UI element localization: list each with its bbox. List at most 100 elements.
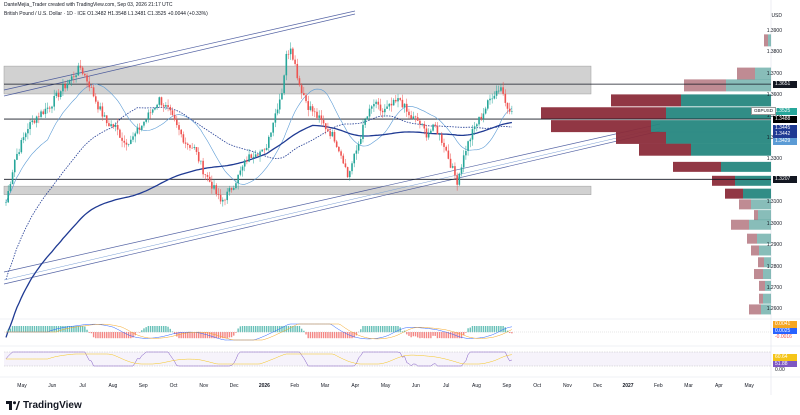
volume-profile-bar [725, 188, 743, 199]
candle-body [414, 116, 417, 118]
candle-body [357, 143, 360, 151]
macd-histogram-bar [106, 332, 108, 339]
macd-histogram-bar [22, 326, 25, 333]
candle-body [235, 183, 237, 189]
macd-histogram-bar [230, 332, 233, 338]
macd-histogram-bar [239, 326, 242, 333]
macd-histogram-bar [101, 332, 104, 339]
candle-body [368, 108, 371, 117]
macd-histogram-bar [7, 329, 9, 333]
macd-histogram-bar [272, 326, 274, 333]
macd-histogram-bar [325, 332, 327, 339]
macd-histogram-bar [35, 326, 38, 333]
macd-histogram-bar [46, 326, 49, 333]
candle-body [416, 117, 419, 121]
candle-body [449, 158, 452, 168]
rsi-signal-line [6, 353, 512, 365]
macd-histogram-bar [506, 330, 509, 333]
author-line: DanteMejia_Trader created with TradingVi… [4, 2, 173, 8]
candle-body [373, 103, 375, 107]
candle-body [469, 139, 472, 142]
y-tick-label: 1.2800 [766, 263, 782, 270]
candle-body [197, 151, 200, 162]
macd-histogram-bar [103, 332, 106, 339]
macd-histogram-bar [303, 330, 305, 333]
candle-body [340, 151, 342, 156]
macd-histogram-bar [14, 326, 16, 333]
macd-histogram-bar [149, 326, 152, 333]
x-tick-label: Apr [715, 383, 723, 389]
candle-body [388, 103, 391, 107]
x-tick-label: Aug [108, 383, 118, 389]
macd-histogram-bar [211, 332, 213, 339]
candle-body [206, 175, 209, 177]
candle-body [16, 153, 18, 160]
macd-histogram-bar [478, 326, 480, 333]
candle-body [309, 106, 312, 110]
macd-histogram-bar [493, 326, 496, 333]
candle-body [130, 139, 132, 144]
candle-body [285, 53, 288, 76]
candle-body [283, 75, 285, 94]
candle-body [27, 129, 29, 134]
macd-histogram-bar [364, 326, 366, 333]
macd-histogram-bar [460, 332, 463, 339]
macd-histogram-bar [377, 326, 379, 333]
x-tick-label: Nov [562, 383, 572, 389]
volume-profile-bar [743, 188, 771, 199]
candle-body [408, 111, 410, 116]
candle-body [114, 124, 117, 127]
macd-histogram-bar [116, 332, 119, 339]
macd-histogram-bar [75, 326, 77, 333]
macd-histogram-bar [395, 326, 397, 333]
macd-histogram-bar [123, 332, 125, 339]
x-tick-label: Jun [48, 383, 57, 389]
volume-profile-bar [721, 161, 771, 172]
macd-histogram-bar [465, 332, 467, 333]
macd-histogram-bar [9, 328, 12, 333]
macd-histogram-bar [259, 326, 261, 333]
volume-profile-bar [691, 143, 771, 156]
macd-histogram-bar [213, 332, 215, 339]
macd-histogram-bar [254, 326, 257, 333]
macd-histogram-bar [467, 328, 469, 333]
macd-histogram-bar [300, 328, 303, 333]
macd-histogram-bar [371, 326, 373, 333]
volume-profile-bar [755, 67, 771, 80]
candle-body [294, 59, 296, 64]
macd-histogram-bar [471, 326, 474, 333]
macd-histogram-bar [346, 332, 349, 339]
macd-histogram-bar [40, 326, 42, 333]
macd-histogram-bar [331, 332, 334, 339]
macd-histogram-bar [88, 332, 90, 333]
macd-histogram-bar [11, 326, 14, 333]
x-tick-label: Apr [351, 383, 360, 389]
volume-profile-bar [651, 120, 771, 133]
volume-profile-bar [758, 257, 764, 268]
x-tick-label: May [380, 383, 391, 389]
candle-body [296, 63, 299, 79]
macd-histogram-bar [237, 328, 239, 333]
candle-body [436, 125, 439, 135]
macd-histogram-bar [491, 326, 493, 333]
macd-histogram-bar [296, 326, 298, 333]
macd-histogram-bar [158, 326, 160, 333]
candle-body [397, 98, 399, 102]
macd-histogram-bar [502, 326, 504, 333]
candle-body [454, 166, 456, 176]
macd-histogram-bar [208, 332, 211, 339]
tradingview-logo-text: TradingView [23, 399, 82, 411]
macd-histogram-bar [443, 332, 445, 339]
candle-body [511, 111, 513, 112]
candle-body [156, 104, 158, 108]
macd-histogram-bar [235, 332, 237, 333]
candle-body [66, 83, 69, 89]
candle-body [31, 120, 34, 123]
volume-profile-bar [764, 34, 768, 47]
candle-body [38, 116, 40, 118]
macd-histogram-bar [222, 332, 224, 339]
candle-body [5, 202, 7, 203]
rsi-value-label: 60.64 [773, 354, 797, 361]
candle-body [189, 145, 191, 148]
